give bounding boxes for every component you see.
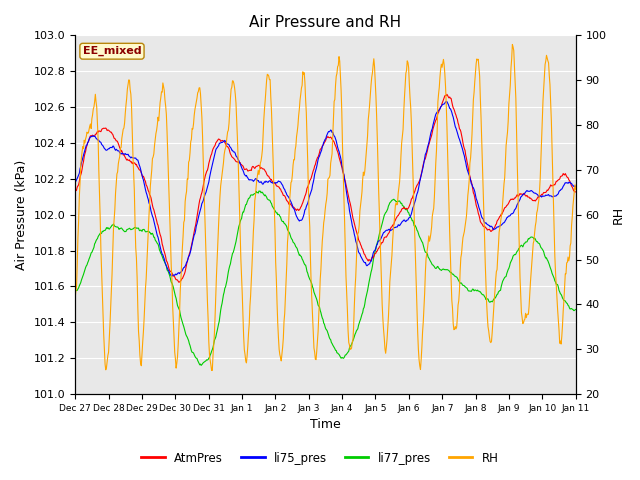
Y-axis label: RH: RH bbox=[612, 205, 625, 224]
Title: Air Pressure and RH: Air Pressure and RH bbox=[250, 15, 401, 30]
Legend: AtmPres, li75_pres, li77_pres, RH: AtmPres, li75_pres, li77_pres, RH bbox=[136, 447, 504, 469]
Text: EE_mixed: EE_mixed bbox=[83, 46, 141, 56]
X-axis label: Time: Time bbox=[310, 419, 341, 432]
Y-axis label: Air Pressure (kPa): Air Pressure (kPa) bbox=[15, 160, 28, 270]
